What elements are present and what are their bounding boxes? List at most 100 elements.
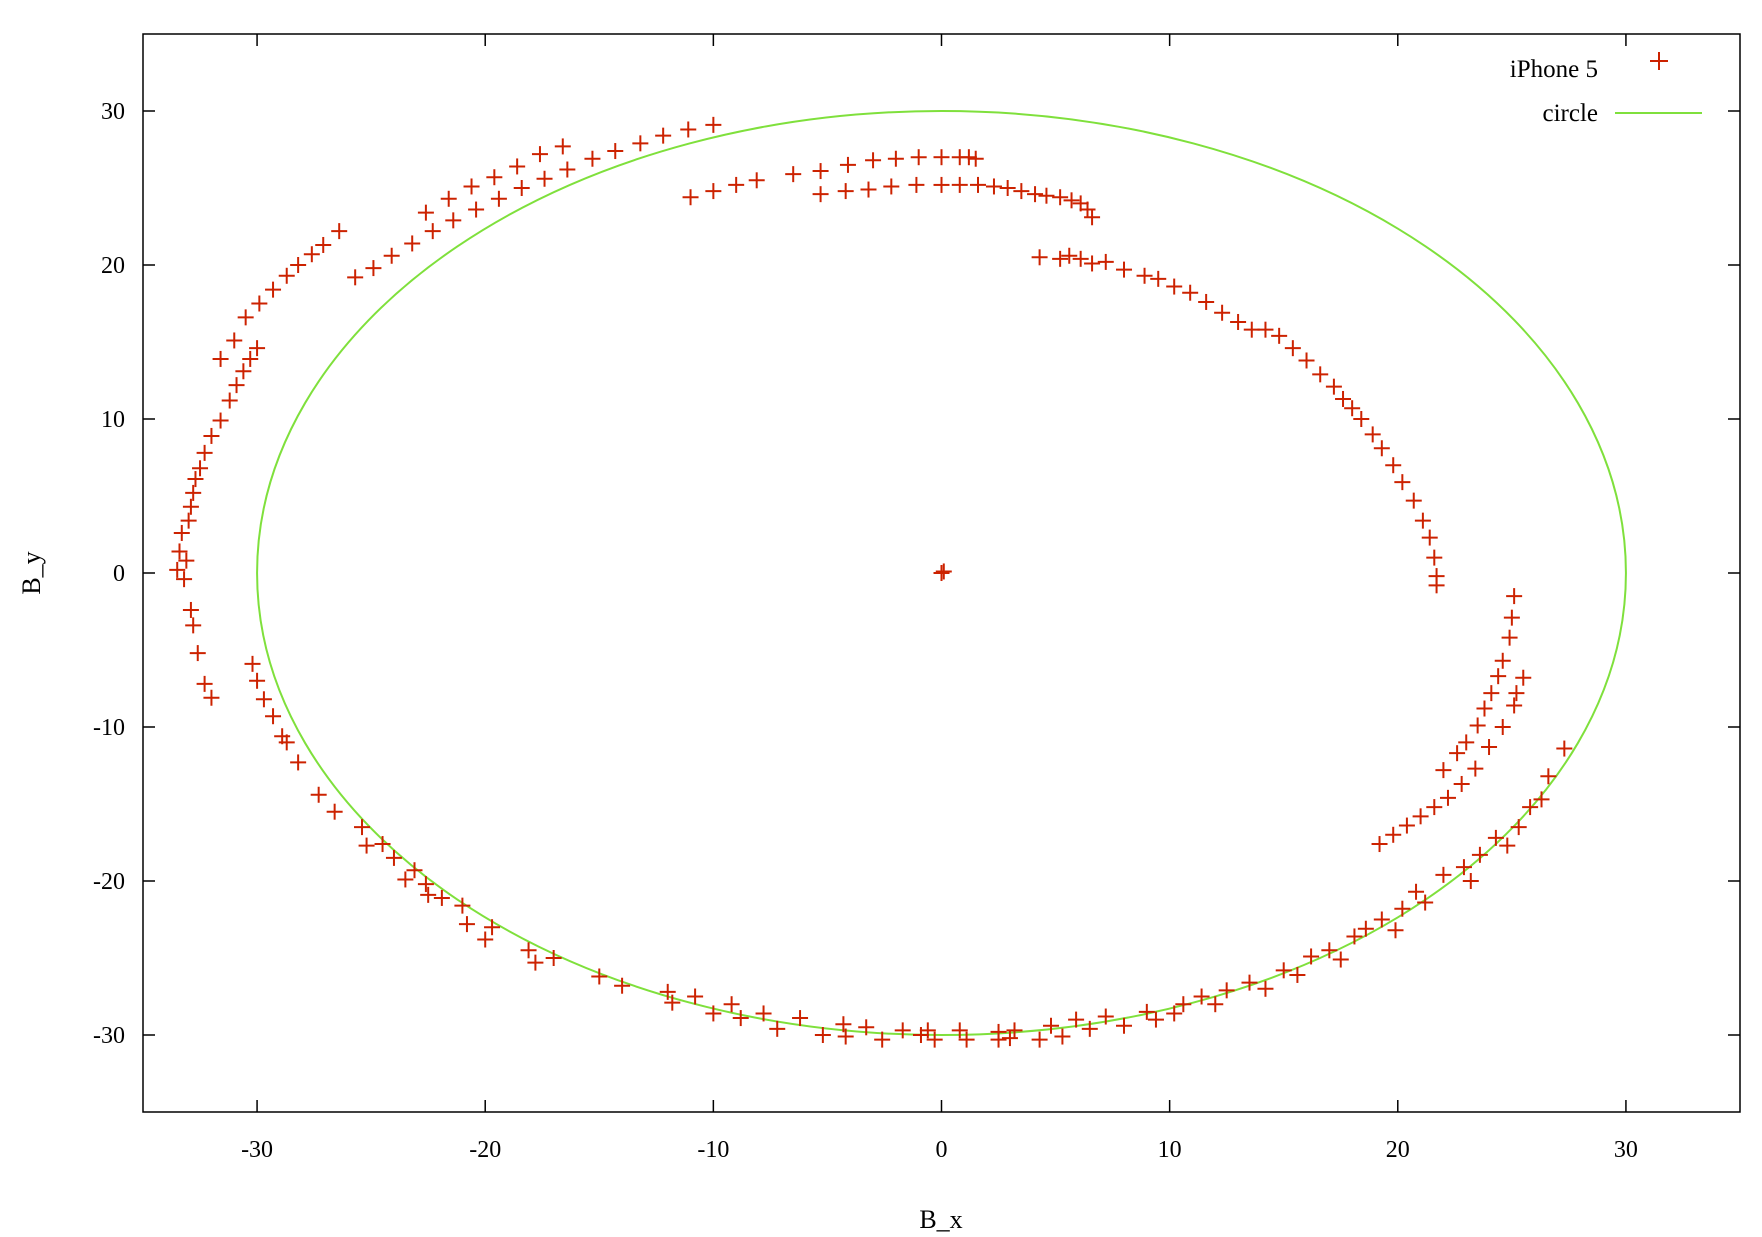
data-point xyxy=(1312,366,1329,383)
x-axis-label: B_x xyxy=(919,1205,962,1234)
data-point xyxy=(926,1031,943,1048)
data-point xyxy=(1043,1017,1060,1034)
data-point xyxy=(935,563,952,580)
data-point xyxy=(383,247,400,264)
data-point xyxy=(1373,440,1390,457)
data-point xyxy=(1394,900,1411,917)
data-point xyxy=(1136,267,1153,284)
data-point xyxy=(1081,1020,1098,1037)
data-point xyxy=(1038,187,1055,204)
data-point xyxy=(1166,278,1183,295)
data-point xyxy=(187,471,204,488)
data-point xyxy=(1214,304,1231,321)
data-point xyxy=(1508,685,1525,702)
data-point xyxy=(1556,740,1573,757)
data-point xyxy=(1054,1028,1071,1045)
data-point xyxy=(1426,799,1443,816)
data-point xyxy=(249,672,266,689)
circle-line xyxy=(256,110,1627,1036)
data-point xyxy=(531,146,548,163)
x-tick-label: 10 xyxy=(1158,1137,1182,1163)
data-point xyxy=(513,180,530,196)
data-point xyxy=(1257,980,1274,997)
y-tick-label: 0 xyxy=(113,561,125,587)
data-point xyxy=(173,524,190,541)
legend-label-iphone-5: iPhone 5 xyxy=(1510,56,1598,83)
data-point xyxy=(1006,1022,1023,1039)
data-point xyxy=(303,246,320,263)
data-point xyxy=(728,176,745,193)
data-point xyxy=(484,919,501,936)
data-point xyxy=(1481,739,1498,756)
data-point xyxy=(490,190,507,207)
data-point xyxy=(445,212,462,229)
data-point xyxy=(1398,817,1415,834)
data-point xyxy=(1439,789,1456,806)
data-point xyxy=(1257,321,1274,338)
data-point xyxy=(1061,247,1078,264)
data-point xyxy=(1321,942,1338,959)
data-point xyxy=(290,754,307,771)
data-point xyxy=(1303,948,1320,965)
tick-labels: -30 -20 -10 0 10 20 30 -30 -20 -10 0 10 20 30 xyxy=(93,99,1638,1163)
data-point xyxy=(1426,549,1443,566)
data-point xyxy=(1097,253,1114,270)
data-point xyxy=(591,968,608,985)
data-point xyxy=(1449,745,1466,762)
data-point xyxy=(235,363,252,380)
data-point xyxy=(221,392,238,409)
data-point xyxy=(182,498,199,515)
data-point xyxy=(1414,512,1431,529)
data-point xyxy=(354,819,371,836)
data-point xyxy=(176,571,193,588)
data-point xyxy=(1068,1011,1085,1028)
data-point xyxy=(358,837,375,854)
data-point xyxy=(1166,1005,1183,1022)
data-point xyxy=(178,552,195,569)
data-point xyxy=(837,1028,854,1045)
data-point xyxy=(1097,1008,1114,1025)
data-point xyxy=(315,236,332,253)
data-point xyxy=(527,954,544,971)
data-point xyxy=(1207,996,1224,1013)
data-point xyxy=(865,152,882,169)
legend-label-circle: circle xyxy=(1542,100,1598,127)
data-point xyxy=(874,1031,891,1048)
data-point xyxy=(1031,249,1048,266)
data-point xyxy=(1243,321,1260,338)
data-point xyxy=(614,977,631,994)
data-point xyxy=(655,127,672,144)
data-point xyxy=(486,169,503,186)
data-point xyxy=(1027,186,1044,203)
data-point xyxy=(1483,685,1500,702)
data-point xyxy=(1467,760,1484,777)
data-point xyxy=(769,1020,786,1037)
y-tick-label: 10 xyxy=(101,407,125,433)
data-point xyxy=(1385,826,1402,843)
data-point xyxy=(732,1010,749,1027)
data-point xyxy=(182,601,199,618)
data-point xyxy=(520,942,537,959)
data-point xyxy=(196,444,213,461)
data-point xyxy=(632,135,649,152)
data-point xyxy=(385,849,402,866)
x-tick-label: 0 xyxy=(936,1137,948,1163)
data-point xyxy=(1522,799,1539,816)
data-point xyxy=(1435,762,1452,779)
data-point xyxy=(958,1031,975,1048)
data-point xyxy=(1353,411,1370,427)
data-point xyxy=(792,1010,809,1027)
data-point xyxy=(1405,492,1422,509)
data-point xyxy=(837,183,854,200)
data-point xyxy=(1494,719,1511,735)
data-point xyxy=(1346,928,1363,945)
data-point xyxy=(1469,717,1486,734)
data-point xyxy=(705,116,722,133)
data-point xyxy=(545,950,562,966)
data-point xyxy=(1428,577,1445,594)
data-point xyxy=(404,235,421,252)
data-point xyxy=(858,1019,875,1036)
data-point xyxy=(1072,250,1089,267)
data-point xyxy=(192,460,209,477)
data-point xyxy=(812,186,829,203)
